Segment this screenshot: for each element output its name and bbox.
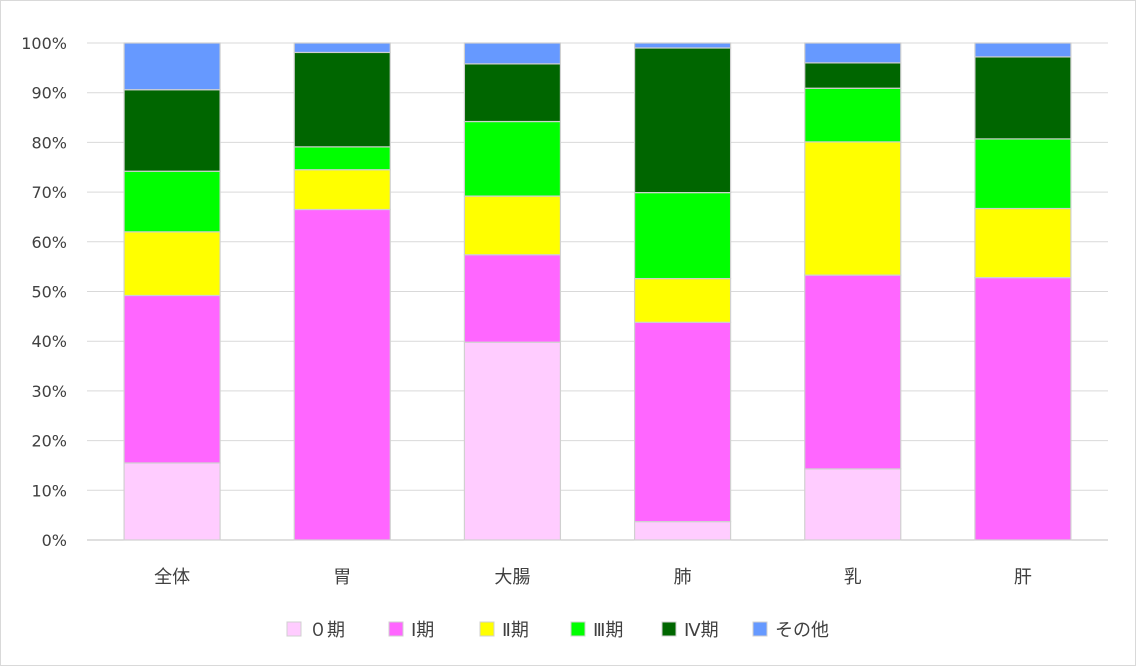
- x-category-label: 乳: [844, 567, 862, 588]
- y-tick-label: 60%: [31, 233, 67, 252]
- y-tick-label: 20%: [31, 432, 67, 451]
- bar-segment: [293, 146, 391, 171]
- bar-segment: [123, 231, 221, 297]
- legend-label: その他: [775, 620, 829, 641]
- legend-swatch: [388, 621, 404, 637]
- bar-segment: [804, 87, 902, 143]
- bar-segment: [804, 468, 902, 541]
- y-tick-label: 100%: [21, 34, 67, 53]
- bar-segment: [804, 141, 902, 276]
- legend-label: Ⅰ期: [411, 620, 434, 641]
- bar-segment: [293, 208, 391, 541]
- legend-label: Ⅳ期: [684, 620, 719, 641]
- legend-swatch: [661, 621, 677, 637]
- y-axis-tick-labels: 0% 10% 20% 30% 40% 50% 60% 70% 80% 90% 100%: [21, 34, 67, 550]
- bars: [123, 42, 1072, 541]
- legend-label: Ⅲ期: [593, 620, 623, 641]
- bar-segment: [633, 191, 732, 280]
- y-tick-label: 30%: [31, 382, 67, 401]
- x-axis-category-labels: 全体 胃 大腸 肺 乳 肝: [154, 567, 1032, 588]
- bar-segment: [293, 51, 391, 148]
- y-tick-label: 70%: [31, 183, 67, 202]
- legend-label: Ⅱ期: [502, 620, 529, 641]
- bar-segment: [463, 254, 562, 343]
- bar-segment: [633, 321, 732, 523]
- y-tick-label: 90%: [31, 84, 67, 103]
- bar-segment: [463, 42, 562, 65]
- legend: ０期 Ⅰ期 Ⅱ期 Ⅲ期 Ⅳ期 その他: [286, 620, 829, 641]
- bar-segment: [463, 120, 562, 197]
- legend-swatch: [570, 621, 586, 637]
- bar-segment: [804, 274, 902, 470]
- bar-segment: [633, 42, 732, 49]
- x-category-label: 大腸: [494, 567, 530, 588]
- x-category-label: 肺: [674, 567, 692, 588]
- bar-segment: [633, 47, 732, 194]
- bar-segment: [463, 63, 562, 123]
- legend-swatch: [479, 621, 495, 637]
- bar-segment: [293, 42, 391, 54]
- x-category-label: 肝: [1014, 567, 1032, 588]
- y-tick-label: 10%: [31, 481, 67, 500]
- y-tick-label: 40%: [31, 332, 67, 351]
- legend-swatch: [286, 621, 302, 637]
- bar-segment: [463, 341, 562, 541]
- legend-label: ０期: [309, 620, 345, 641]
- bar-segment: [633, 277, 732, 323]
- bar-segment: [123, 89, 221, 172]
- bar-segment: [804, 62, 902, 89]
- bar-segment: [123, 170, 221, 233]
- bar-segment: [463, 195, 562, 256]
- gridlines: [87, 42, 1108, 541]
- y-tick-label: 0%: [42, 531, 67, 550]
- x-category-label: 全体: [154, 567, 190, 588]
- bar-segment: [804, 42, 902, 64]
- legend-swatch: [752, 621, 768, 637]
- y-tick-label: 80%: [31, 133, 67, 152]
- bar-segment: [123, 462, 221, 541]
- bar-segment: [974, 207, 1072, 279]
- bar-segment: [974, 138, 1072, 210]
- bar-segment: [293, 169, 391, 211]
- bar-segment: [974, 42, 1072, 58]
- bar-segment: [123, 294, 221, 464]
- x-category-label: 胃: [333, 567, 351, 588]
- bar-segment: [633, 521, 732, 541]
- bar-segment: [974, 56, 1072, 140]
- bar-segment: [123, 42, 221, 91]
- y-tick-label: 50%: [31, 283, 67, 302]
- bar-segment: [974, 276, 1072, 541]
